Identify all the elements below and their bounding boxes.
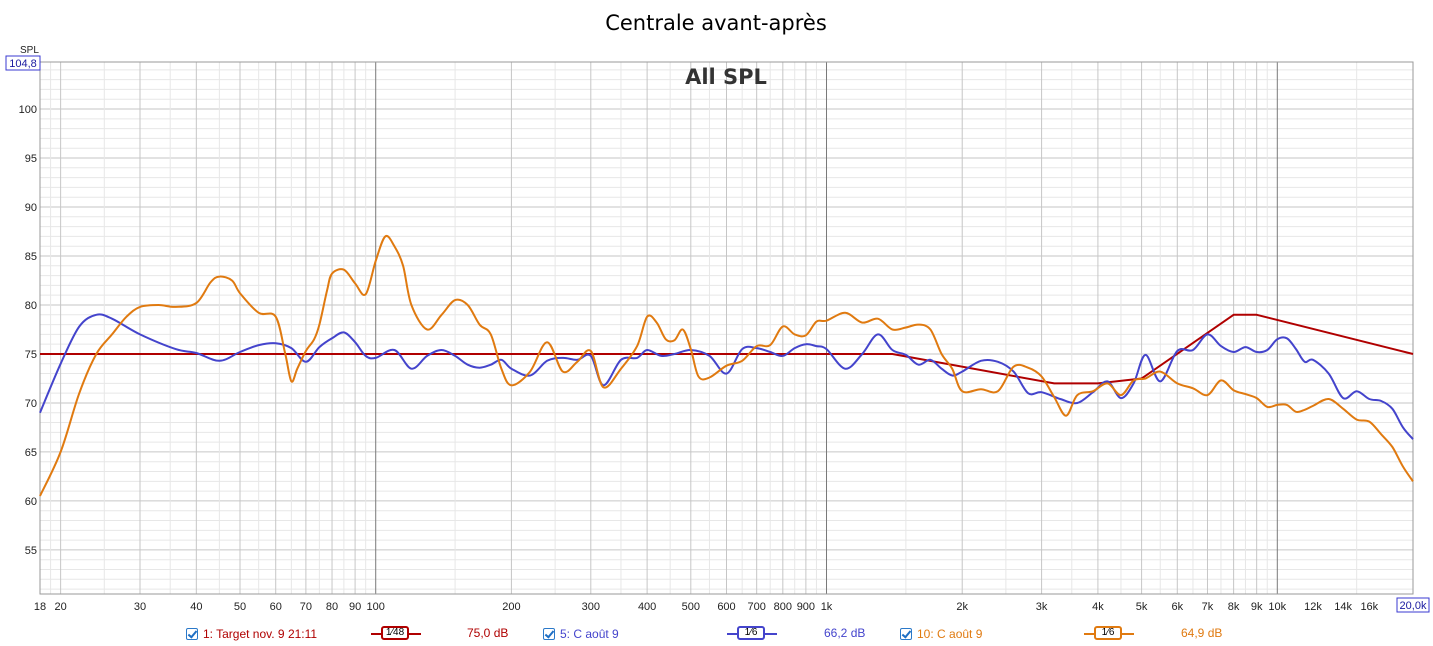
legend-item-target[interactable]: 1: Target nov. 9 21:11 — [186, 626, 317, 642]
y-tick-label: 65 — [25, 447, 37, 459]
legend-checkbox-target[interactable] — [186, 628, 198, 640]
legend-name-target: 1: Target nov. 9 21:11 — [203, 627, 318, 641]
x-tick-label: 6k — [1171, 601, 1183, 613]
x-tick-label: 70 — [300, 601, 312, 613]
smoothing-box-target[interactable]: 1⁄48 — [381, 626, 409, 640]
smoothing-box-series5[interactable]: 1⁄6 — [737, 626, 765, 640]
x-tick-label: 40 — [190, 601, 202, 613]
x-max-box[interactable]: 20,0k — [1396, 597, 1430, 613]
x-tick-label: 20 — [55, 601, 67, 613]
x-tick-label: 3k — [1036, 601, 1048, 613]
x-tick-label: 14k — [1334, 601, 1352, 613]
series-line-series10 — [39, 234, 1414, 497]
spl-chart: Centrale avant-après All SPL 55 60 65 70 75 8… — [5, 11, 1430, 613]
plot-frame — [39, 61, 1414, 595]
chart-watermark: All SPL — [685, 65, 767, 89]
legend-item-series10[interactable]: 10: C août 9 — [900, 626, 982, 642]
legend-item-series5[interactable]: 5: C août 9 — [543, 626, 619, 642]
x-tick-label: 18 — [34, 601, 46, 613]
x-tick-label: 900 — [797, 601, 815, 613]
legend-value-series5: 66,2 dB — [824, 626, 866, 640]
x-tick-label: 9k — [1251, 601, 1263, 613]
x-tick-label: 600 — [717, 601, 735, 613]
series-line-target — [40, 313, 1414, 385]
x-tick-label: 60 — [270, 601, 282, 613]
x-tick-label: 700 — [747, 601, 765, 613]
legend-checkbox-series5[interactable] — [543, 628, 555, 640]
y-tick-label: 100 — [19, 104, 37, 116]
y-max-label: 104,8 — [9, 58, 37, 70]
x-tick-label: 7k — [1202, 601, 1214, 613]
y-tick-label: 55 — [25, 545, 37, 557]
legend-checkbox-series10[interactable] — [900, 628, 912, 640]
y-tick-label: 90 — [25, 202, 37, 214]
x-tick-label: 50 — [234, 601, 246, 613]
x-tick-label: 400 — [638, 601, 656, 613]
smoothing-box-series10[interactable]: 1⁄6 — [1094, 626, 1122, 640]
legend-value-series10: 64,9 dB — [1181, 626, 1223, 640]
y-tick-label: 85 — [25, 251, 37, 263]
x-tick-label: 12k — [1304, 601, 1322, 613]
x-tick-label: 10k — [1268, 601, 1286, 613]
x-tick-label: 16k — [1360, 601, 1378, 613]
legend: 1: Target nov. 9 21:11 1⁄48 75,0 dB 5: C… — [0, 622, 1433, 646]
x-tick-label: 5k — [1136, 601, 1148, 613]
legend-name-series5: 5: C août 9 — [560, 627, 619, 641]
x-tick-label: 80 — [326, 601, 338, 613]
y-tick-label: 80 — [25, 300, 37, 312]
x-tick-label: 500 — [682, 601, 700, 613]
x-max-label: 20,0k — [1400, 600, 1427, 612]
y-max-box[interactable]: 104,8 — [5, 55, 41, 71]
legend-name-series10: 10: C août 9 — [917, 627, 983, 641]
x-tick-label: 300 — [582, 601, 600, 613]
legend-line-target[interactable]: 1⁄48 — [371, 626, 421, 642]
legend-line-series10[interactable]: 1⁄6 — [1084, 626, 1134, 642]
series-line-series5 — [39, 313, 1414, 440]
x-tick-label: 200 — [502, 601, 520, 613]
x-tick-label: 90 — [349, 601, 361, 613]
y-axis-ticks: 55 60 65 70 75 80 85 90 95 100 — [19, 104, 37, 557]
y-tick-label: 95 — [25, 153, 37, 165]
legend-line-series5[interactable]: 1⁄6 — [727, 626, 777, 642]
y-tick-label: 60 — [25, 496, 37, 508]
chart-title: Centrale avant-après — [605, 11, 827, 35]
x-tick-label: 4k — [1092, 601, 1104, 613]
series-lines — [39, 234, 1414, 497]
x-tick-label: 100 — [367, 601, 385, 613]
x-tick-label: 1k — [821, 601, 833, 613]
x-tick-label: 2k — [956, 601, 968, 613]
x-tick-label: 30 — [134, 601, 146, 613]
y-axis-label: SPL — [20, 45, 39, 56]
y-tick-label: 70 — [25, 398, 37, 410]
x-tick-label: 800 — [774, 601, 792, 613]
legend-value-target: 75,0 dB — [467, 626, 509, 640]
x-axis-ticks: 18 20 30 40 50 60 70 80 90 100 200 300 400 500 600 700 8… — [34, 601, 1379, 613]
y-tick-label: 75 — [25, 349, 37, 361]
x-tick-label: 8k — [1228, 601, 1240, 613]
chart-grid — [39, 62, 1414, 594]
